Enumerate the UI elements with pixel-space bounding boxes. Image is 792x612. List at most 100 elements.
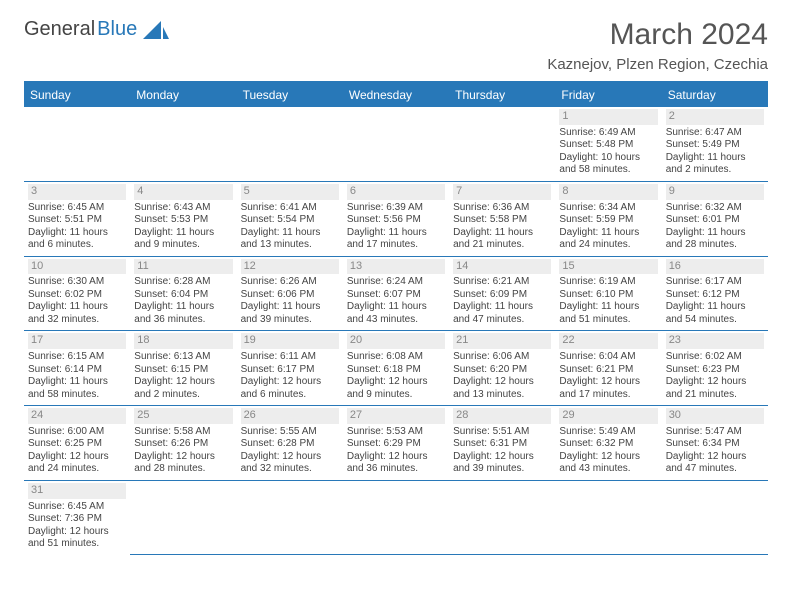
daylight-text: Daylight: 12 hours [666,376,764,389]
day-number: 2 [666,109,764,125]
sunset-text: Sunset: 6:02 PM [28,289,126,302]
daylight-text: and 32 minutes. [28,314,126,327]
day-number: 1 [559,109,657,125]
daylight-text: Daylight: 11 hours [28,227,126,240]
calendar-cell: 28Sunrise: 5:51 AMSunset: 6:31 PMDayligh… [449,406,555,481]
calendar-cell [237,480,343,554]
sunset-text: Sunset: 5:53 PM [134,214,232,227]
calendar-cell [237,107,343,181]
daylight-text: and 24 minutes. [559,239,657,252]
sunrise-text: Sunrise: 6:17 AM [666,276,764,289]
brand-part2: Blue [97,18,137,41]
sunset-text: Sunset: 6:18 PM [347,364,445,377]
daylight-text: Daylight: 12 hours [134,376,232,389]
sunrise-text: Sunrise: 6:06 AM [453,351,551,364]
day-number: 30 [666,408,764,424]
daylight-text: and 43 minutes. [559,463,657,476]
day-number: 3 [28,184,126,200]
day-number: 25 [134,408,232,424]
sunrise-text: Sunrise: 5:47 AM [666,426,764,439]
day-number: 7 [453,184,551,200]
sunset-text: Sunset: 6:25 PM [28,438,126,451]
calendar-cell: 5Sunrise: 6:41 AMSunset: 5:54 PMDaylight… [237,181,343,256]
day-number: 23 [666,333,764,349]
calendar-cell [130,107,236,181]
calendar-cell: 30Sunrise: 5:47 AMSunset: 6:34 PMDayligh… [662,406,768,481]
daylight-text: and 28 minutes. [666,239,764,252]
day-number: 15 [559,259,657,275]
brand-part1: General [24,18,95,41]
daylight-text: and 51 minutes. [559,314,657,327]
sunrise-text: Sunrise: 6:11 AM [241,351,339,364]
daylight-text: Daylight: 12 hours [559,451,657,464]
day-number: 28 [453,408,551,424]
calendar-cell: 23Sunrise: 6:02 AMSunset: 6:23 PMDayligh… [662,331,768,406]
sunset-text: Sunset: 6:10 PM [559,289,657,302]
calendar-cell: 25 Sunrise: 5:58 AMSunset: 6:26 PMDayligh… [130,406,236,481]
sunrise-text: Sunrise: 6:28 AM [134,276,232,289]
calendar-cell [449,480,555,554]
daylight-text: and 21 minutes. [453,239,551,252]
sunrise-text: Sunrise: 5:51 AM [453,426,551,439]
daylight-text: Daylight: 12 hours [453,451,551,464]
sunset-text: Sunset: 6:34 PM [666,438,764,451]
daylight-text: Daylight: 11 hours [241,301,339,314]
daylight-text: Daylight: 12 hours [241,376,339,389]
sunset-text: Sunset: 6:26 PM [134,438,232,451]
daylight-text: and 58 minutes. [28,389,126,402]
month-title: March 2024 [547,18,768,52]
calendar-cell: 12Sunrise: 6:26 AMSunset: 6:06 PMDayligh… [237,256,343,331]
daylight-text: Daylight: 12 hours [347,376,445,389]
day-number: 8 [559,184,657,200]
calendar-cell: 18Sunrise: 6:13 AMSunset: 6:15 PMDayligh… [130,331,236,406]
sunset-text: Sunset: 5:54 PM [241,214,339,227]
sunset-text: Sunset: 6:07 PM [347,289,445,302]
sunrise-text: Sunrise: 5:55 AM [241,426,339,439]
brand-sail-icon [143,21,169,39]
calendar-cell: 10Sunrise: 6:30 AMSunset: 6:02 PMDayligh… [24,256,130,331]
daylight-text: and 58 minutes. [559,164,657,177]
weekday-header: Wednesday [343,82,449,107]
day-number: 21 [453,333,551,349]
sunset-text: Sunset: 6:32 PM [559,438,657,451]
location-text: Kaznejov, Plzen Region, Czechia [547,56,768,73]
day-number: 14 [453,259,551,275]
day-number: 31 [28,483,126,499]
daylight-text: and 2 minutes. [134,389,232,402]
calendar-cell: 29 Sunrise: 5:49 AMSunset: 6:32 PMDayligh… [555,406,661,481]
day-number: 29 [559,408,657,424]
sunrise-text: Sunrise: 6:04 AM [559,351,657,364]
daylight-text: Daylight: 11 hours [453,227,551,240]
sunrise-text: Sunrise: 5:49 AM [559,426,657,439]
day-number: 9 [666,184,764,200]
daylight-text: Daylight: 11 hours [28,301,126,314]
daylight-text: and 43 minutes. [347,314,445,327]
calendar-cell: 20Sunrise: 6:08 AMSunset: 6:18 PMDayligh… [343,331,449,406]
daylight-text: and 36 minutes. [134,314,232,327]
calendar-body: 1Sunrise: 6:49 AMSunset: 5:48 PMDaylight… [24,107,768,555]
daylight-text: and 51 minutes. [28,538,126,551]
daylight-text: Daylight: 12 hours [347,451,445,464]
daylight-text: Daylight: 12 hours [28,526,126,539]
daylight-text: and 6 minutes. [28,239,126,252]
daylight-text: and 39 minutes. [453,463,551,476]
day-number: 12 [241,259,339,275]
calendar-cell: 3Sunrise: 6:45 AMSunset: 5:51 PMDaylight… [24,181,130,256]
daylight-text: Daylight: 12 hours [134,451,232,464]
sunset-text: Sunset: 6:23 PM [666,364,764,377]
calendar-cell: 16Sunrise: 6:17 AMSunset: 6:12 PMDayligh… [662,256,768,331]
calendar-cell: 9Sunrise: 6:32 AMSunset: 6:01 PMDaylight… [662,181,768,256]
calendar-cell: 24Sunrise: 6:00 AMSunset: 6:25 PMDayligh… [24,406,130,481]
day-number: 22 [559,333,657,349]
calendar-cell: 19Sunrise: 6:11 AMSunset: 6:17 PMDayligh… [237,331,343,406]
sunset-text: Sunset: 6:28 PM [241,438,339,451]
calendar-cell: 22Sunrise: 6:04 AMSunset: 6:21 PMDayligh… [555,331,661,406]
title-block: March 2024 Kaznejov, Plzen Region, Czech… [547,18,768,73]
calendar-cell: 6Sunrise: 6:39 AMSunset: 5:56 PMDaylight… [343,181,449,256]
daylight-text: Daylight: 12 hours [241,451,339,464]
daylight-text: Daylight: 10 hours [559,152,657,165]
daylight-text: Daylight: 11 hours [28,376,126,389]
calendar-cell [24,107,130,181]
day-number: 16 [666,259,764,275]
sunrise-text: Sunrise: 5:58 AM [134,426,232,439]
